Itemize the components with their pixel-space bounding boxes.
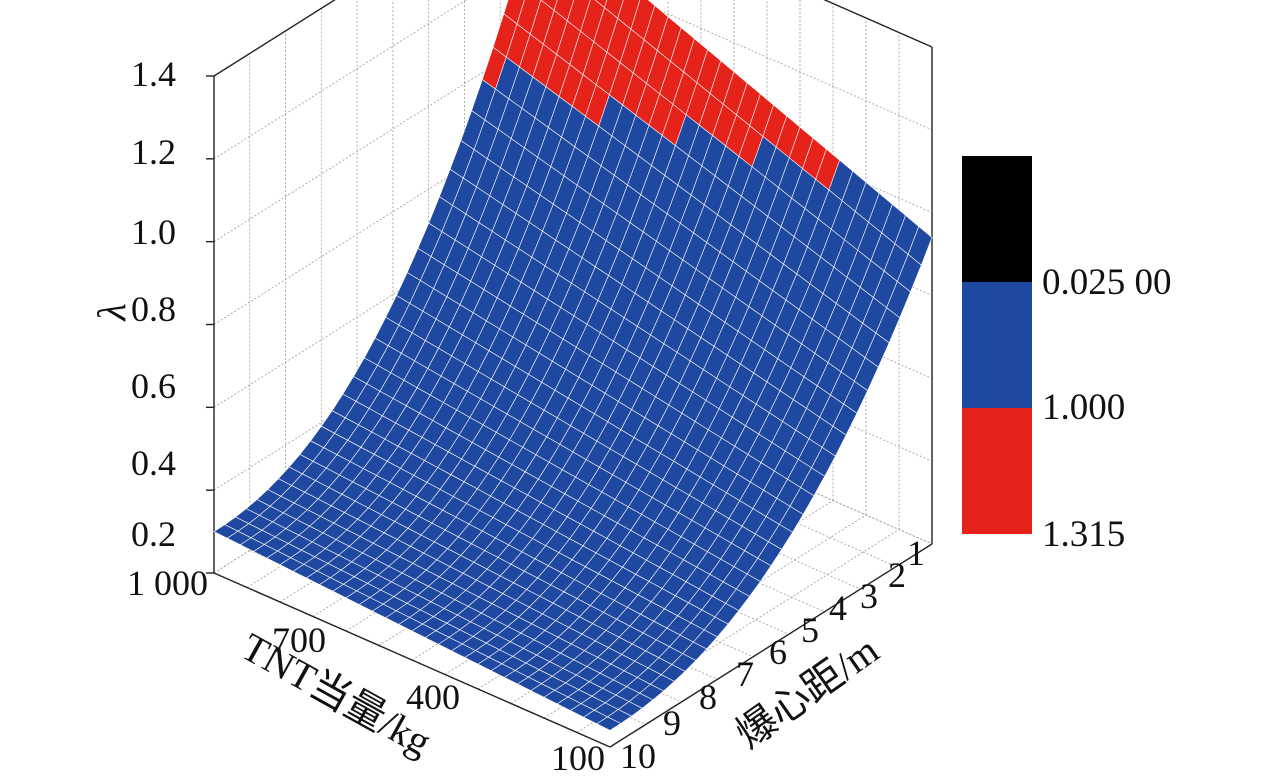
z-tick-label: 1.0 [131,212,176,252]
x-tick-label: 1 000 [127,563,208,603]
axis-line [823,0,933,48]
y-tick-label: 8 [699,677,717,717]
surface-mesh [213,0,933,731]
x-tick-label: 700 [272,620,326,660]
colorbar-label: 1.000 [1042,387,1125,428]
colorbar-segment-red [962,408,1032,534]
z-tick-label: 1.2 [131,132,176,172]
colorbar [962,156,1032,534]
colorbar-segment-blue [962,282,1032,408]
x-tick-label: 100 [551,738,605,778]
colorbar-segment-black [962,156,1032,282]
z-tick-label: 1.4 [131,54,176,94]
y-tick-label: 5 [801,610,819,650]
grid-line [576,529,900,733]
y-tick-label: 10 [620,736,656,776]
y-tick-label: 7 [736,654,754,694]
axis-line [213,572,611,748]
y-tick-label: 1 [907,533,925,573]
z-tick-label: 0.8 [131,289,176,329]
z-axis-label: λ [89,303,134,321]
x-tick-label: 400 [406,677,460,717]
y-tick-label: 3 [860,576,878,616]
grid-line [543,514,867,719]
grid-line [213,0,933,160]
colorbar-label: 0.025 00 [1042,262,1172,303]
surface-cell [596,716,622,731]
z-tick-labels: 0.2 0.4 0.6 0.8 1.0 1.2 1.4 [131,54,176,554]
z-tick-label: 0.6 [131,366,176,406]
y-tick-label: 9 [663,703,681,743]
y-tick-label: 2 [888,555,906,595]
y-tick-labels: 1 2 3 4 5 6 7 8 9 10 [620,533,925,776]
z-tick-label: 0.4 [131,443,176,483]
y-tick-label: 6 [769,632,787,672]
y-tick-label: 4 [829,588,847,628]
axis-frame [206,0,933,748]
axis-line [213,0,336,77]
z-tick-label: 0.2 [131,514,176,554]
axis-line [609,543,933,748]
colorbar-label: 1.315 [1042,514,1125,555]
x-tick-labels: 1 000 700 400 100 [127,563,605,778]
